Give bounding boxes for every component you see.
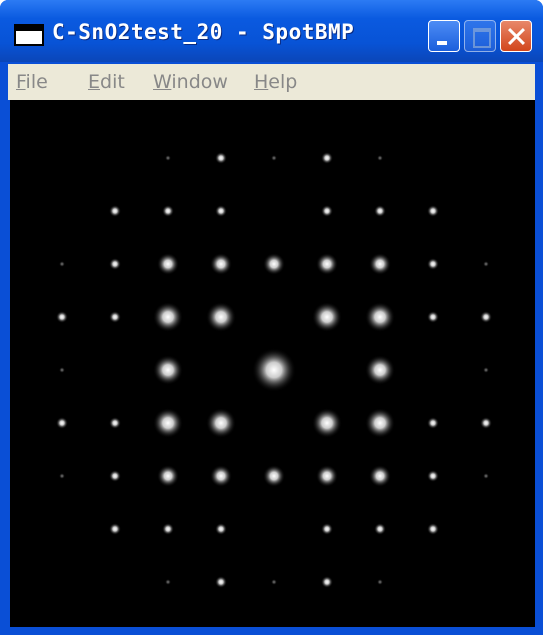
diffraction-spot xyxy=(263,465,285,487)
diffraction-spot xyxy=(109,311,121,323)
diffraction-spot xyxy=(365,355,395,385)
diffraction-spot xyxy=(109,523,121,535)
diffraction-spot xyxy=(321,152,333,164)
diffraction-spot xyxy=(153,302,183,332)
diffraction-spot xyxy=(165,579,171,585)
diffraction-spot xyxy=(56,311,68,323)
diffraction-spot xyxy=(59,473,65,479)
menu-item[interactable]: Window xyxy=(153,71,228,93)
diffraction-spot xyxy=(109,258,121,270)
diffraction-spot xyxy=(427,205,439,217)
diffraction-spot xyxy=(215,576,227,588)
diffraction-spot xyxy=(109,470,121,482)
diffraction-spot xyxy=(263,253,285,275)
diffraction-spot xyxy=(427,523,439,535)
minimize-button[interactable] xyxy=(428,20,460,52)
diffraction-spot xyxy=(215,152,227,164)
diffraction-spot xyxy=(369,253,391,275)
diffraction-spot xyxy=(215,523,227,535)
diffraction-spot xyxy=(377,155,383,161)
diffraction-spot xyxy=(483,367,489,373)
diffraction-spot xyxy=(59,367,65,373)
diffraction-spot xyxy=(56,417,68,429)
diffraction-spot xyxy=(252,348,296,392)
diffraction-spot xyxy=(321,576,333,588)
diffraction-spot xyxy=(206,408,236,438)
diffraction-spot xyxy=(59,261,65,267)
diffraction-spot xyxy=(271,155,277,161)
diffraction-spot xyxy=(365,408,395,438)
diffraction-spot xyxy=(109,417,121,429)
diffraction-spot xyxy=(321,205,333,217)
diffraction-spot xyxy=(271,579,277,585)
window-title: C-SnO2test_20 - SpotBMP xyxy=(52,20,354,44)
diffraction-spot xyxy=(321,523,333,535)
diffraction-spot xyxy=(162,205,174,217)
diffraction-spot xyxy=(157,253,179,275)
diffraction-spot xyxy=(210,253,232,275)
diffraction-spot xyxy=(165,155,171,161)
diffraction-spot xyxy=(206,302,236,332)
app-icon xyxy=(14,24,44,46)
diffraction-spot xyxy=(374,523,386,535)
diffraction-spot xyxy=(312,408,342,438)
menu-bar: File Edit Window Help xyxy=(8,64,535,100)
diffraction-spot xyxy=(316,253,338,275)
diffraction-spot xyxy=(316,465,338,487)
maximize-button xyxy=(464,20,496,52)
diffraction-spot xyxy=(483,261,489,267)
diffraction-spot xyxy=(210,465,232,487)
diffraction-spot xyxy=(157,465,179,487)
diffraction-spot xyxy=(153,355,183,385)
diffraction-spot xyxy=(374,205,386,217)
menu-item[interactable]: Help xyxy=(254,71,297,93)
diffraction-spot xyxy=(480,311,492,323)
diffraction-spot xyxy=(312,302,342,332)
diffraction-spot xyxy=(483,473,489,479)
diffraction-spot xyxy=(162,523,174,535)
diffraction-spot xyxy=(427,470,439,482)
diffraction-spot xyxy=(369,465,391,487)
diffraction-spot xyxy=(427,311,439,323)
diffraction-spot xyxy=(427,417,439,429)
diffraction-spot xyxy=(109,205,121,217)
diffraction-spot xyxy=(377,579,383,585)
diffraction-image xyxy=(10,100,535,627)
diffraction-spot xyxy=(427,258,439,270)
title-bar: C-SnO2test_20 - SpotBMP xyxy=(0,0,543,62)
diffraction-spot xyxy=(153,408,183,438)
diffraction-spot xyxy=(365,302,395,332)
menu-item[interactable]: File xyxy=(16,71,48,93)
window: C-SnO2test_20 - SpotBMP File Edit Window… xyxy=(0,0,543,635)
menu-item[interactable]: Edit xyxy=(88,71,125,93)
diffraction-spot xyxy=(480,417,492,429)
close-button[interactable] xyxy=(500,20,532,52)
diffraction-spot xyxy=(215,205,227,217)
